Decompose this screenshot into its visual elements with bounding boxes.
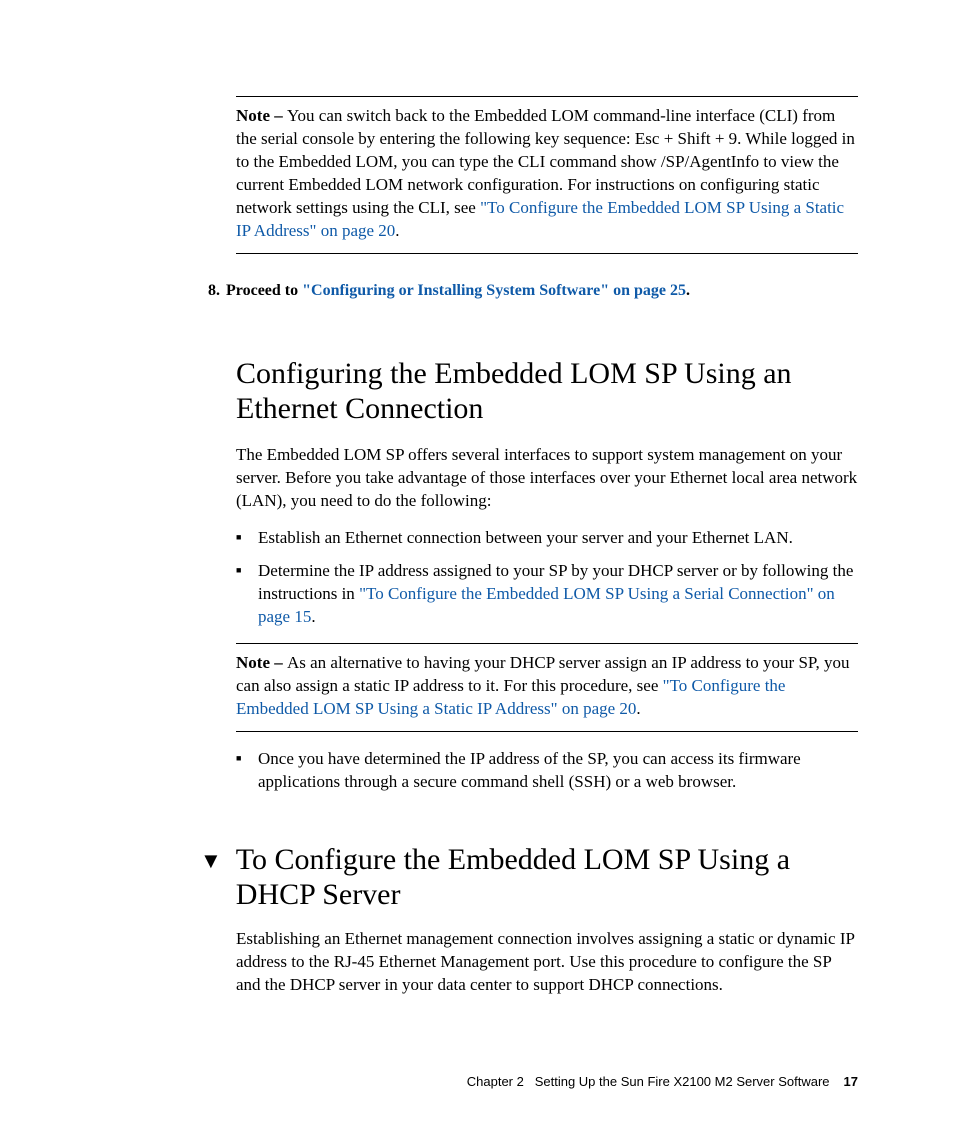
page-footer: Chapter 2 Setting Up the Sun Fire X2100 … (467, 1074, 858, 1089)
footer-page-number: 17 (844, 1074, 858, 1089)
page-body: Note – You can switch back to the Embedd… (0, 0, 954, 997)
step-number: 8. (208, 282, 220, 299)
footer-chapter: Chapter 2 (467, 1074, 524, 1089)
requirements-list: Establish an Ethernet connection between… (236, 527, 858, 629)
note-label: Note – (236, 106, 287, 125)
list-item: Once you have determined the IP address … (236, 748, 858, 794)
bullet2-text-b: . (311, 607, 315, 626)
note2-label: Note – (236, 653, 287, 672)
procedure-title: To Configure the Embedded LOM SP Using a… (236, 842, 858, 913)
bullet-after-note2: Once you have determined the IP address … (258, 749, 801, 791)
procedure-intro-para: Establishing an Ethernet management conn… (236, 928, 858, 997)
step8-xref-link[interactable]: "Configuring or Installing System Softwa… (302, 282, 686, 299)
note2-text-b: . (636, 699, 640, 718)
bullet1-text: Establish an Ethernet connection between… (258, 528, 793, 547)
section1-intro-para: The Embedded LOM SP offers several inter… (236, 444, 858, 513)
step-lead: Proceed to (226, 282, 302, 299)
footer-title: Setting Up the Sun Fire X2100 M2 Server … (535, 1074, 830, 1089)
note-text-b: . (395, 221, 399, 240)
step-tail: . (686, 282, 690, 299)
section-heading-ethernet: Configuring the Embedded LOM SP Using an… (236, 356, 858, 427)
post-note-list: Once you have determined the IP address … (236, 748, 858, 794)
list-item: Establish an Ethernet connection between… (236, 527, 858, 550)
procedure-marker-icon: ▼ (200, 848, 222, 874)
list-item: Determine the IP address assigned to you… (236, 560, 858, 629)
note-box-2: Note – As an alternative to having your … (236, 643, 858, 732)
procedure-heading: ▼ To Configure the Embedded LOM SP Using… (200, 842, 858, 913)
step-8: 8. Proceed to "Configuring or Installing … (208, 282, 858, 300)
note-box-1: Note – You can switch back to the Embedd… (236, 96, 858, 254)
